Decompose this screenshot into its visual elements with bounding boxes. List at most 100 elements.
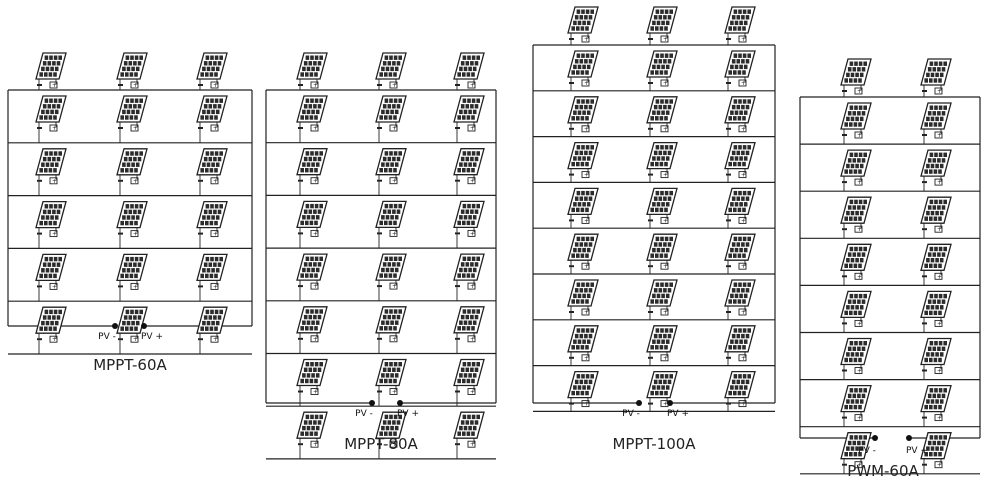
svg-text:+: + (857, 179, 862, 186)
solar-panel-icon: + (840, 196, 872, 233)
solar-panel-icon: + (296, 52, 328, 89)
solar-panel-icon: + (116, 95, 148, 132)
pv-negative-terminal (112, 323, 118, 329)
svg-text:+: + (741, 126, 746, 133)
pv-positive-terminal (141, 323, 147, 329)
svg-text:+: + (741, 172, 746, 179)
svg-text:+: + (663, 80, 668, 87)
pv-negative-terminal (872, 435, 878, 441)
solar-panel-icon: + (35, 148, 67, 185)
svg-text:+: + (741, 263, 746, 270)
solar-panel-icon: + (840, 337, 872, 375)
svg-text:+: + (857, 368, 862, 375)
svg-text:+: + (133, 283, 138, 290)
solar-panel-icon: + (724, 96, 756, 133)
solar-panel-icon: + (375, 253, 407, 290)
svg-text:+: + (584, 401, 589, 408)
solar-panel-icon: + (840, 149, 872, 186)
svg-text:+: + (937, 226, 942, 233)
svg-text:+: + (313, 178, 318, 185)
svg-text:+: + (133, 178, 138, 185)
solar-panel-icon: + (567, 96, 599, 133)
svg-text:+: + (313, 389, 318, 396)
svg-text:+: + (857, 462, 862, 469)
solar-panel-icon: + (724, 325, 756, 362)
svg-text:+: + (313, 336, 318, 343)
array-mppt-80a: + + + + + + + + + + + + + + + + + + + + + + + + PV - PV + MPPT-80A (265, 52, 497, 460)
solar-panel-icon: + (35, 52, 67, 89)
svg-text:+: + (663, 36, 668, 43)
svg-text:+: + (584, 263, 589, 270)
solar-panel-icon: + (453, 95, 485, 132)
pv-negative-label: PV - (355, 409, 373, 419)
solar-panel-icon: + (567, 50, 599, 87)
solar-panel-icon: + (453, 200, 485, 237)
svg-text:+: + (663, 401, 668, 408)
solar-panel-icon: + (196, 52, 228, 89)
solar-panel-icon: + (646, 325, 678, 362)
svg-text:+: + (584, 126, 589, 133)
solar-panel-icon: + (196, 306, 228, 343)
svg-text:+: + (470, 178, 475, 185)
solar-panel-icon: + (646, 141, 678, 179)
svg-text:+: + (133, 231, 138, 238)
solar-panel-icon: + (567, 325, 599, 362)
solar-panel-icon: + (724, 370, 756, 408)
svg-text:+: + (857, 132, 862, 139)
pv-negative-label: PV - (98, 332, 116, 342)
solar-panel-icon: + (920, 102, 952, 139)
svg-text:+: + (392, 441, 397, 448)
svg-text:+: + (213, 125, 218, 132)
solar-panel-icon: + (35, 200, 67, 238)
svg-text:+: + (584, 172, 589, 179)
svg-text:+: + (392, 178, 397, 185)
solar-panel-icon: + (196, 148, 228, 185)
solar-panel-icon: + (567, 279, 599, 316)
solar-panel-icon: + (375, 95, 407, 132)
svg-text:+: + (937, 132, 942, 139)
svg-text:+: + (313, 125, 318, 132)
svg-text:+: + (857, 88, 862, 95)
solar-panel-icon: + (920, 58, 952, 95)
svg-text:+: + (937, 179, 942, 186)
svg-text:+: + (857, 320, 862, 327)
svg-text:+: + (52, 336, 57, 343)
solar-panel-icon: + (296, 200, 328, 237)
solar-panel-icon: + (116, 200, 148, 238)
solar-panel-icon: + (567, 370, 599, 408)
solar-panel-icon: + (646, 187, 678, 224)
solar-panel-icon: + (116, 52, 148, 89)
solar-panel-icon: + (567, 187, 599, 224)
svg-text:+: + (663, 126, 668, 133)
svg-text:+: + (313, 230, 318, 237)
svg-text:+: + (937, 415, 942, 422)
svg-text:+: + (52, 82, 57, 89)
pv-positive-terminal (397, 400, 403, 406)
svg-text:+: + (52, 125, 57, 132)
svg-text:+: + (470, 82, 475, 89)
svg-text:+: + (937, 88, 942, 95)
svg-text:+: + (213, 336, 218, 343)
solar-panel-icon: + (840, 102, 872, 139)
solar-panel-icon: + (920, 243, 952, 280)
solar-panel-icon: + (453, 52, 485, 89)
svg-text:+: + (937, 462, 942, 469)
solar-panel-icon: + (567, 141, 599, 179)
solar-panel-icon: + (196, 95, 228, 132)
solar-panel-icon: + (296, 306, 328, 343)
svg-text:+: + (663, 172, 668, 179)
svg-text:+: + (52, 178, 57, 185)
svg-text:+: + (857, 415, 862, 422)
solar-panel-icon: + (724, 233, 756, 270)
solar-panel-icon: + (453, 358, 485, 396)
svg-text:+: + (584, 80, 589, 87)
svg-text:+: + (392, 230, 397, 237)
controller-title: MPPT-100A (612, 435, 696, 453)
pv-negative-label: PV - (622, 409, 640, 419)
svg-text:+: + (584, 36, 589, 43)
solar-panel-icon: + (646, 233, 678, 270)
pv-positive-label: PV + (397, 409, 419, 419)
svg-text:+: + (937, 320, 942, 327)
svg-text:+: + (133, 336, 138, 343)
